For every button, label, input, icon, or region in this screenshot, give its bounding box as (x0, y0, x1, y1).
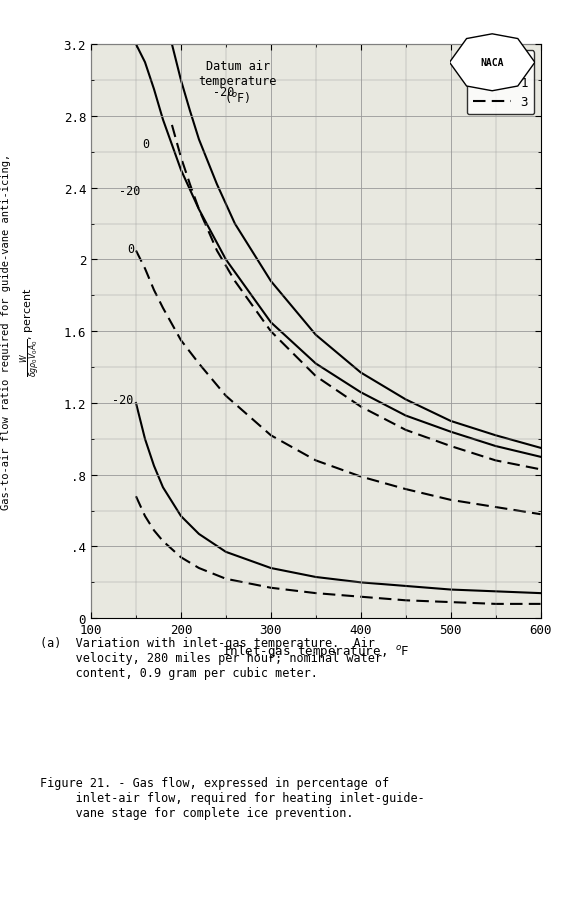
Text: 0: 0 (142, 138, 150, 152)
Text: NACA: NACA (480, 58, 504, 69)
Text: (a)  Variation with inlet-gas temperature.  Air
     velocity, 280 miles per hou: (a) Variation with inlet-gas temperature… (40, 637, 382, 680)
Text: Figure 21. - Gas flow, expressed in percentage of
     inlet-air flow, required : Figure 21. - Gas flow, expressed in perc… (40, 777, 424, 820)
Text: 0: 0 (127, 243, 134, 256)
Legend: 1, 3: 1, 3 (467, 51, 534, 116)
Text: -20: -20 (119, 185, 141, 198)
Text: -20: -20 (213, 87, 235, 99)
Text: -20: -20 (112, 394, 133, 406)
Text: $\frac{W}{\delta g \rho_0 V_0 A_0}$, percent: $\frac{W}{\delta g \rho_0 V_0 A_0}$, per… (19, 287, 43, 377)
Polygon shape (450, 34, 535, 91)
Text: Datum air
temperature
($^{o}$F): Datum air temperature ($^{o}$F) (199, 60, 277, 105)
X-axis label: Inlet-gas temperature, $^{o}$F: Inlet-gas temperature, $^{o}$F (222, 642, 410, 659)
Text: Gas-to-air flow ratio required for guide-vane anti-icing,: Gas-to-air flow ratio required for guide… (1, 154, 11, 510)
